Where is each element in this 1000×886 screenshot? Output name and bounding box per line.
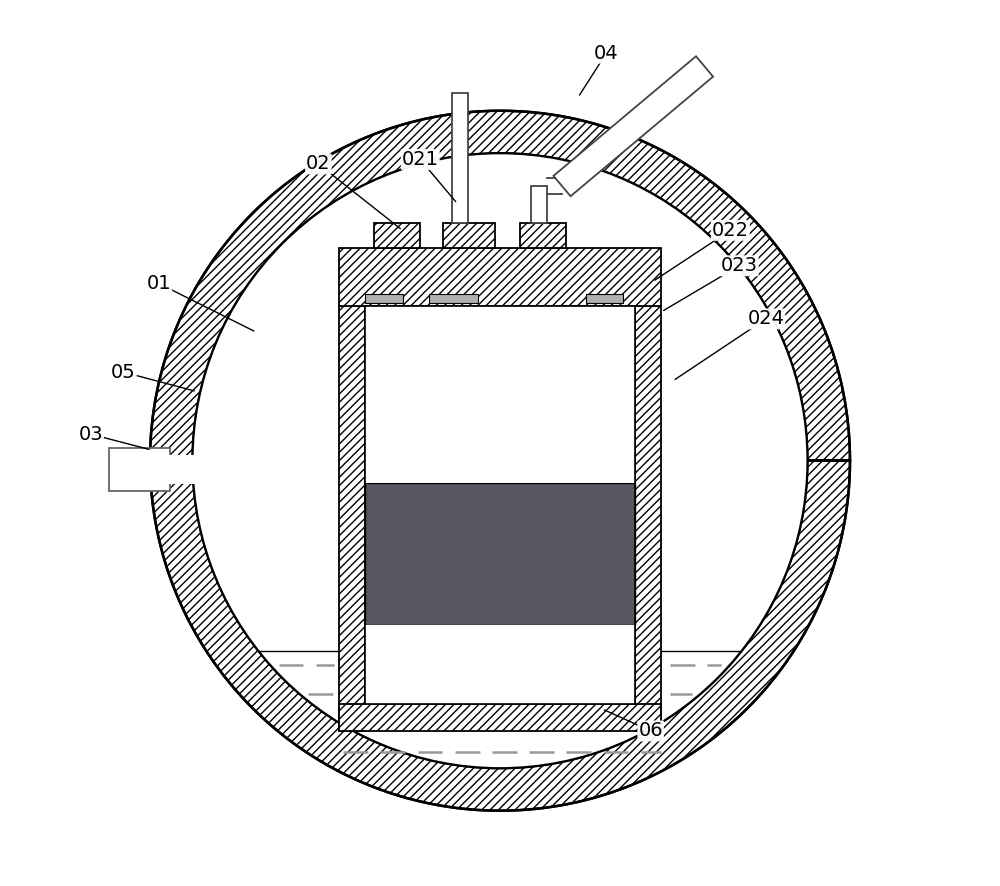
- Text: 024: 024: [747, 309, 784, 329]
- Text: 06: 06: [638, 721, 663, 741]
- Bar: [365, 306, 635, 704]
- Bar: [635, 306, 661, 731]
- Bar: [365, 294, 403, 303]
- Text: 02: 02: [306, 154, 331, 174]
- Text: 023: 023: [721, 256, 758, 276]
- Bar: [339, 306, 365, 731]
- Bar: [586, 294, 623, 303]
- Text: 021: 021: [402, 150, 439, 169]
- Bar: [429, 294, 478, 303]
- Bar: [443, 223, 495, 248]
- Bar: [365, 306, 635, 483]
- Bar: [520, 223, 566, 248]
- Polygon shape: [150, 111, 850, 811]
- Text: 01: 01: [147, 274, 171, 293]
- Bar: [146, 455, 201, 484]
- Bar: [339, 248, 661, 306]
- Bar: [374, 223, 420, 248]
- Text: 04: 04: [594, 43, 619, 63]
- Bar: [531, 186, 547, 223]
- Text: 05: 05: [111, 362, 136, 382]
- Bar: [365, 306, 635, 704]
- Bar: [339, 704, 661, 731]
- Text: 022: 022: [712, 221, 749, 240]
- Bar: [365, 483, 635, 625]
- Bar: [109, 448, 170, 491]
- Text: 03: 03: [78, 424, 103, 444]
- Polygon shape: [553, 57, 713, 196]
- Bar: [365, 625, 635, 704]
- Circle shape: [193, 153, 807, 768]
- Bar: [452, 93, 468, 223]
